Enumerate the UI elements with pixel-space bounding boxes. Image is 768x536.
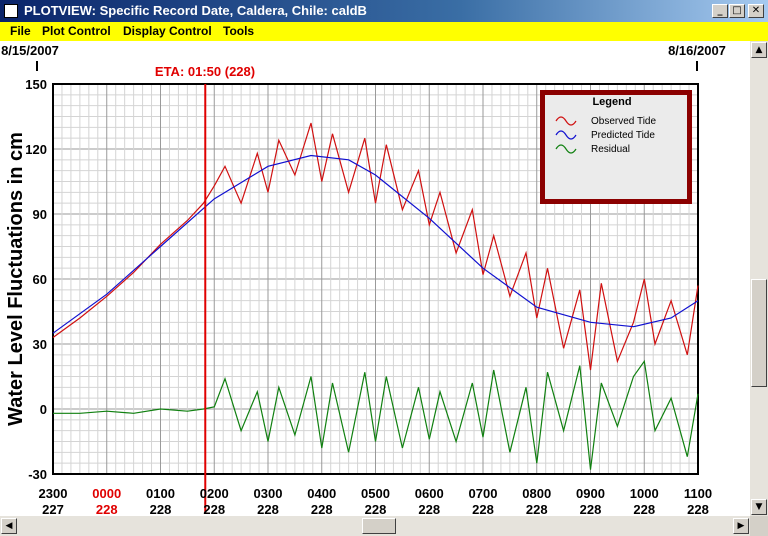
minimize-button[interactable]: _ bbox=[712, 4, 728, 18]
x-tick-day: 228 bbox=[418, 502, 440, 516]
y-axis-label: Water Level Fluctuations in cm bbox=[5, 132, 27, 426]
x-tick-time: 0200 bbox=[200, 486, 229, 501]
tide-chart: ETA: 01:50 (228) 8/15/2007 8/16/2007 Wat… bbox=[1, 43, 726, 517]
scroll-right-button[interactable]: ▶ bbox=[733, 518, 749, 534]
x-tick-day: 228 bbox=[150, 502, 172, 516]
menu-bar: File Plot Control Display Control Tools bbox=[0, 22, 768, 41]
title-bar: PLOTVIEW: Specific Record Date, Caldera,… bbox=[0, 0, 768, 22]
y-tick-labels: 150 120 90 60 30 0 -30 bbox=[25, 77, 47, 482]
menu-display-control[interactable]: Display Control bbox=[123, 24, 212, 38]
maximize-button[interactable]: □ bbox=[729, 4, 745, 18]
x-tick-time: 0500 bbox=[361, 486, 390, 501]
x-tick-time: 0700 bbox=[469, 486, 498, 501]
x-tick-time: 2300 bbox=[39, 486, 68, 501]
date-left: 8/15/2007 bbox=[1, 43, 59, 58]
y-tick-label: -30 bbox=[28, 467, 47, 482]
x-tick-day: 228 bbox=[472, 502, 494, 516]
legend-item-label: Observed Tide bbox=[591, 116, 656, 127]
legend-swatch bbox=[555, 116, 577, 126]
x-tick-day: 228 bbox=[96, 502, 118, 516]
scroll-up-button[interactable]: ▲ bbox=[751, 42, 767, 58]
x-tick-time: 0400 bbox=[307, 486, 336, 501]
y-tick-label: 0 bbox=[40, 402, 47, 417]
plot-frame bbox=[52, 83, 699, 475]
vertical-scroll-thumb[interactable] bbox=[751, 279, 767, 387]
scroll-left-button[interactable]: ◀ bbox=[1, 518, 17, 534]
x-tick-time: 0100 bbox=[146, 486, 175, 501]
series-line-residual bbox=[53, 359, 699, 470]
eta-label: ETA: 01:50 (228) bbox=[155, 64, 255, 79]
horizontal-scroll-thumb[interactable] bbox=[362, 518, 396, 534]
series-group bbox=[52, 122, 699, 470]
menu-tools[interactable]: Tools bbox=[223, 24, 255, 38]
series-line-predicted-tide bbox=[52, 154, 699, 334]
legend-title: Legend bbox=[592, 96, 631, 108]
series-line-observed-tide bbox=[52, 122, 699, 371]
close-button[interactable]: ✕ bbox=[748, 4, 764, 18]
x-tick-time: 0300 bbox=[254, 486, 283, 501]
legend-item-label: Residual bbox=[591, 144, 630, 155]
x-tick-day: 228 bbox=[687, 502, 709, 516]
x-tick-day: 228 bbox=[526, 502, 548, 516]
x-tick-time: 0000 bbox=[92, 486, 121, 501]
menu-plot-control[interactable]: Plot Control bbox=[42, 24, 111, 38]
x-tick-time: 0900 bbox=[576, 486, 605, 501]
legend-swatch bbox=[555, 130, 577, 140]
app-icon bbox=[4, 4, 18, 18]
plot-area: ETA: 01:50 (228) 8/15/2007 8/16/2007 Wat… bbox=[0, 41, 750, 517]
y-tick-label: 30 bbox=[33, 337, 47, 352]
x-tick-day: 228 bbox=[580, 502, 602, 516]
x-tick-day: 228 bbox=[365, 502, 387, 516]
window-title: PLOTVIEW: Specific Record Date, Caldera,… bbox=[24, 3, 367, 18]
y-tick-label: 60 bbox=[33, 272, 47, 287]
legend-item-label: Predicted Tide bbox=[591, 130, 655, 141]
y-tick-label: 90 bbox=[33, 207, 47, 222]
x-tick-day: 228 bbox=[203, 502, 225, 516]
x-tick-day: 228 bbox=[257, 502, 279, 516]
legend-swatch bbox=[555, 144, 577, 154]
y-tick-label: 120 bbox=[25, 142, 47, 157]
x-tick-day: 228 bbox=[311, 502, 333, 516]
x-tick-day: 228 bbox=[633, 502, 655, 516]
x-tick-time: 0800 bbox=[522, 486, 551, 501]
scroll-down-button[interactable]: ▼ bbox=[751, 499, 767, 515]
x-tick-time: 0600 bbox=[415, 486, 444, 501]
x-tick-time: 1100 bbox=[684, 486, 712, 501]
x-tick-labels: 2300227000022801002280200228030022804002… bbox=[39, 486, 713, 517]
scrollbar-corner bbox=[750, 516, 768, 536]
y-tick-label: 150 bbox=[25, 77, 47, 92]
x-tick-day: 227 bbox=[42, 502, 64, 516]
menu-file[interactable]: File bbox=[10, 24, 31, 38]
date-right: 8/16/2007 bbox=[668, 43, 726, 58]
x-tick-time: 1000 bbox=[630, 486, 659, 501]
vertical-scrollbar[interactable]: ▲ ▼ bbox=[750, 41, 768, 516]
horizontal-scrollbar[interactable]: ◀ ▶ bbox=[0, 516, 750, 536]
legend: Legend Observed Tide Predicted Tide Residu… bbox=[540, 90, 692, 204]
legend-box bbox=[545, 95, 687, 199]
